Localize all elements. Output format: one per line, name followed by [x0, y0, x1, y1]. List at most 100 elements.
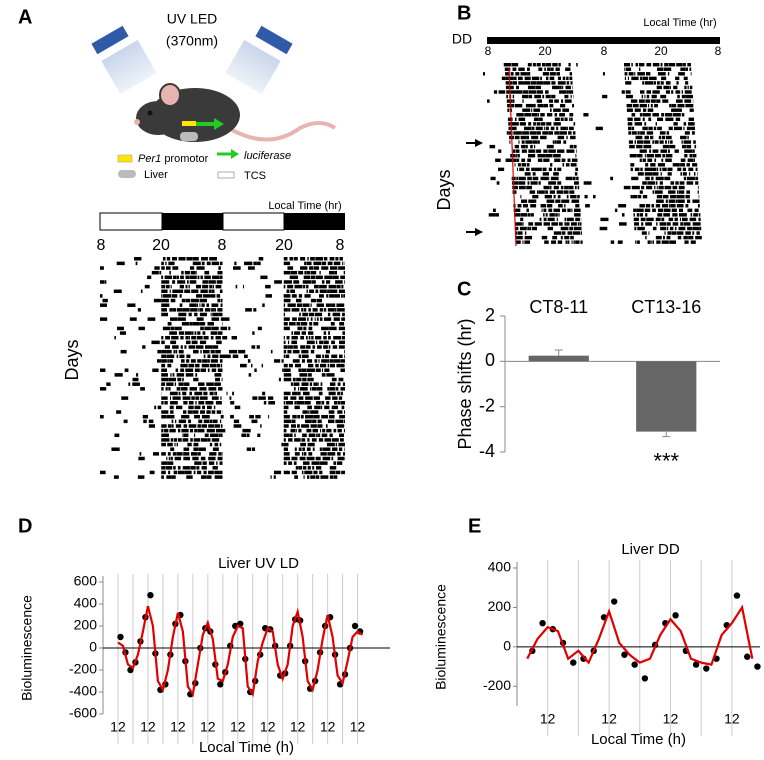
activity — [219, 275, 223, 280]
activity — [498, 90, 506, 94]
activity — [653, 126, 657, 131]
activity — [167, 461, 174, 465]
activity — [665, 158, 672, 162]
activity — [634, 167, 640, 172]
activity — [308, 363, 314, 368]
activity — [515, 72, 520, 76]
activity — [188, 419, 191, 424]
activity — [581, 226, 582, 231]
activity — [207, 438, 211, 442]
activity — [298, 354, 301, 359]
activity — [623, 185, 631, 190]
activity — [182, 466, 190, 470]
activity — [300, 266, 308, 270]
activity — [283, 401, 286, 405]
activity — [302, 447, 305, 451]
activity — [193, 377, 199, 382]
activity — [642, 126, 648, 131]
activity — [202, 349, 210, 354]
activity — [181, 322, 190, 326]
activity — [306, 359, 313, 363]
activity — [161, 335, 164, 340]
activity — [243, 284, 245, 289]
activity — [675, 199, 678, 203]
activity — [294, 447, 297, 451]
activity — [283, 322, 288, 326]
activity — [636, 213, 640, 217]
activity — [190, 359, 196, 363]
activity — [637, 240, 640, 244]
activity — [293, 387, 296, 391]
activity — [246, 433, 250, 438]
activity — [527, 63, 532, 67]
activity — [196, 294, 203, 298]
activity — [186, 354, 191, 359]
activity — [184, 345, 187, 349]
activity — [641, 231, 647, 235]
activity — [319, 470, 323, 475]
activity — [175, 419, 177, 424]
activity — [626, 103, 633, 108]
activity — [689, 108, 694, 112]
activity — [291, 335, 298, 340]
activity — [283, 335, 285, 340]
activity — [339, 340, 345, 345]
activity — [336, 424, 345, 428]
activity — [618, 204, 627, 208]
activity — [181, 428, 189, 433]
activity — [283, 294, 291, 298]
activity — [252, 396, 258, 400]
activity — [217, 368, 223, 372]
activity — [573, 208, 581, 213]
activity — [220, 317, 223, 321]
activity — [170, 447, 175, 451]
activity — [313, 382, 318, 386]
activity — [569, 226, 574, 231]
activity — [333, 475, 338, 479]
activity — [680, 163, 686, 167]
activity — [315, 257, 323, 261]
activity — [184, 470, 192, 475]
activity — [320, 363, 327, 368]
activity — [519, 122, 526, 126]
activity — [331, 377, 337, 382]
activity — [678, 185, 685, 190]
activity — [161, 475, 164, 479]
activity — [656, 240, 661, 244]
activity — [660, 81, 664, 85]
mouse-ear — [159, 83, 181, 107]
activity — [548, 208, 553, 213]
activity — [344, 410, 345, 414]
legend-label: TCS — [244, 170, 266, 182]
activity — [171, 424, 174, 428]
activity — [283, 340, 286, 345]
activity — [220, 326, 223, 331]
activity — [152, 452, 160, 456]
activity — [192, 456, 199, 461]
activity — [184, 331, 192, 335]
activity — [312, 466, 315, 470]
activity — [317, 382, 319, 386]
activity — [212, 284, 215, 289]
activity — [675, 90, 681, 94]
activity — [334, 294, 340, 298]
activity — [183, 452, 190, 456]
activity — [316, 475, 320, 479]
activity — [655, 204, 661, 208]
activity — [518, 181, 526, 185]
activity — [153, 298, 162, 303]
activity — [216, 363, 221, 368]
activity — [550, 126, 555, 131]
activity — [190, 466, 196, 470]
activity — [283, 257, 288, 261]
activity — [637, 154, 643, 158]
activity — [308, 312, 315, 317]
activity — [329, 359, 334, 363]
activity — [192, 322, 200, 326]
activity — [663, 208, 671, 213]
activity — [671, 208, 677, 213]
activity — [693, 172, 696, 176]
activity — [152, 368, 159, 372]
hour-label: 8 — [715, 44, 722, 58]
activity — [681, 94, 686, 99]
